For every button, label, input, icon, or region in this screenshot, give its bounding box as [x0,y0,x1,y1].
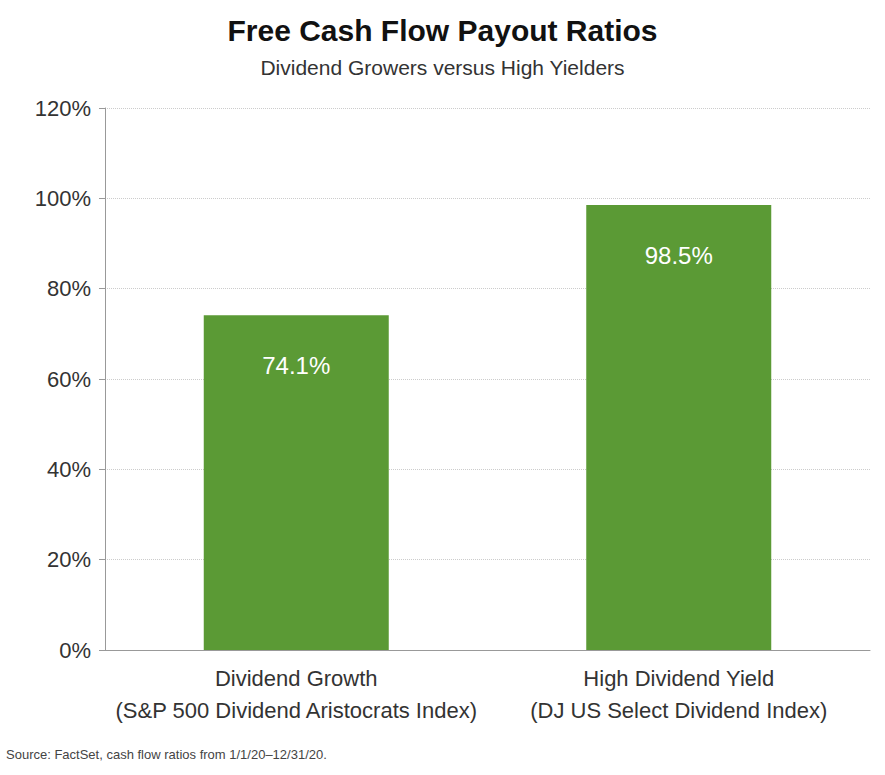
svg-text:(DJ US Select Dividend Index): (DJ US Select Dividend Index) [530,698,827,723]
svg-text:High Dividend Yield: High Dividend Yield [583,666,774,691]
svg-text:(S&P 500 Dividend Aristocrats: (S&P 500 Dividend Aristocrats Index) [115,698,477,723]
svg-text:60%: 60% [47,367,91,392]
svg-text:Dividend Growers versus High Y: Dividend Growers versus High Yielders [260,56,624,79]
svg-text:98.5%: 98.5% [645,242,713,269]
svg-text:80%: 80% [47,276,91,301]
svg-text:74.1%: 74.1% [262,352,330,379]
svg-text:Free Cash Flow Payout Ratios: Free Cash Flow Payout Ratios [227,14,657,47]
svg-text:20%: 20% [47,547,91,572]
svg-text:120%: 120% [35,96,91,121]
svg-text:100%: 100% [35,186,91,211]
svg-text:Dividend Growth: Dividend Growth [215,666,378,691]
svg-text:40%: 40% [47,457,91,482]
svg-text:Source: FactSet, cash flow rat: Source: FactSet, cash flow ratios from 1… [6,747,327,762]
svg-text:0%: 0% [59,638,91,663]
